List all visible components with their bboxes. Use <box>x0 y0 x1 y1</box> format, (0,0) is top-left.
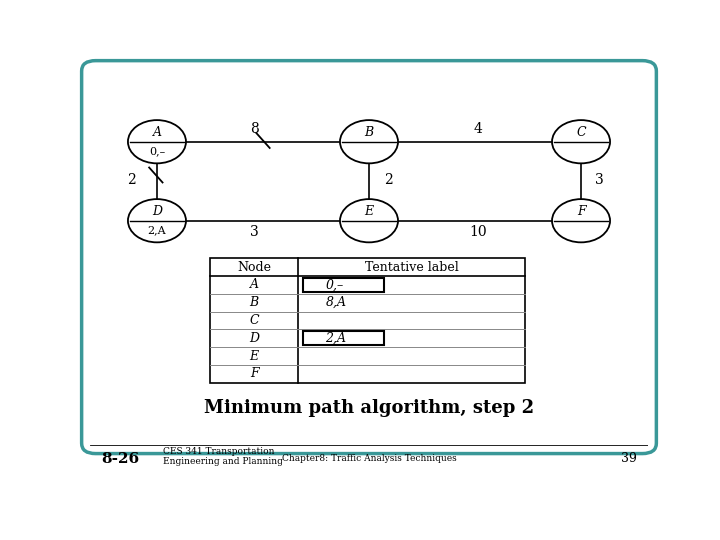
Text: E: E <box>364 205 374 218</box>
Text: 8,A: 8,A <box>325 296 346 309</box>
Bar <box>302 278 384 292</box>
Bar <box>302 332 384 345</box>
Text: 8-26: 8-26 <box>101 452 139 466</box>
Text: D: D <box>152 205 162 218</box>
Bar <box>210 258 526 383</box>
Text: Node: Node <box>237 261 271 274</box>
Text: Chapter8: Traffic Analysis Techniques: Chapter8: Traffic Analysis Techniques <box>282 455 456 463</box>
Circle shape <box>340 199 398 242</box>
FancyBboxPatch shape <box>81 60 657 454</box>
Circle shape <box>552 120 610 163</box>
Text: Minimum path algorithm, step 2: Minimum path algorithm, step 2 <box>204 399 534 417</box>
Text: A: A <box>153 126 161 139</box>
Text: 0,–: 0,– <box>149 146 165 156</box>
Text: B: B <box>250 296 258 309</box>
Text: 10: 10 <box>469 225 487 239</box>
Text: 2: 2 <box>127 173 136 187</box>
Circle shape <box>340 120 398 163</box>
Text: 39: 39 <box>621 453 637 465</box>
Circle shape <box>128 120 186 163</box>
Text: 2: 2 <box>384 173 393 187</box>
Text: 2,A: 2,A <box>325 332 346 345</box>
Text: 8: 8 <box>251 122 259 136</box>
Text: E: E <box>250 350 258 363</box>
Circle shape <box>552 199 610 242</box>
Text: A: A <box>250 279 258 292</box>
Text: C: C <box>249 314 259 327</box>
Text: 4: 4 <box>473 122 482 136</box>
Text: F: F <box>250 368 258 381</box>
Text: 0,–: 0,– <box>325 279 343 292</box>
Text: 3: 3 <box>595 173 604 187</box>
Text: 2,A: 2,A <box>148 225 166 235</box>
Text: Tentative label: Tentative label <box>365 261 459 274</box>
Text: B: B <box>364 126 374 139</box>
Circle shape <box>128 199 186 242</box>
Text: F: F <box>577 205 585 218</box>
Text: 3: 3 <box>251 225 259 239</box>
Text: CES 341 Transportation
Engineering and Planning: CES 341 Transportation Engineering and P… <box>163 447 282 466</box>
Text: D: D <box>249 332 259 345</box>
Text: C: C <box>576 126 586 139</box>
